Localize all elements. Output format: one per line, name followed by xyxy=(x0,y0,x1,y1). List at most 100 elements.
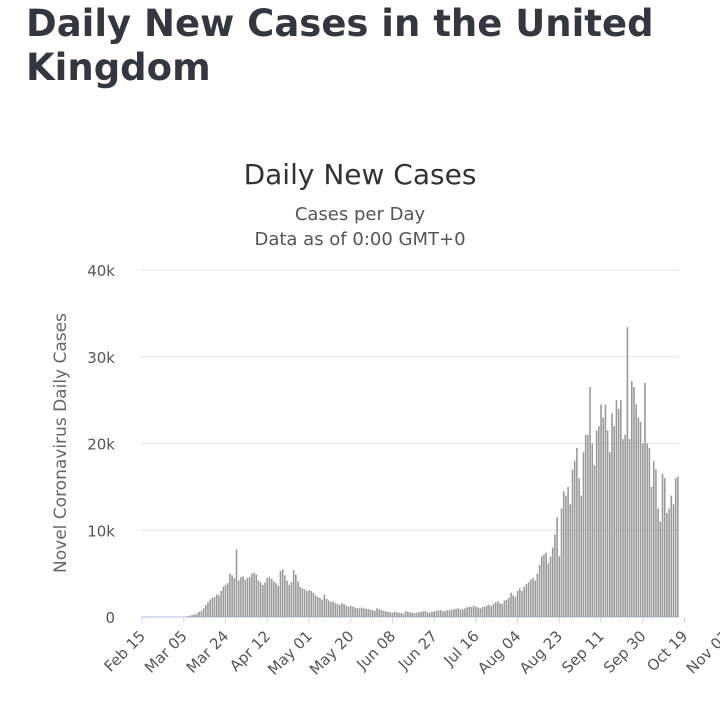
bar xyxy=(466,607,468,617)
bar xyxy=(488,604,490,617)
bar xyxy=(367,609,370,617)
bar xyxy=(215,594,218,617)
bar xyxy=(615,400,618,618)
bar xyxy=(589,387,591,617)
bar xyxy=(435,610,438,617)
bar xyxy=(369,609,372,617)
bar xyxy=(334,603,337,617)
x-tick-label: Oct 19 xyxy=(643,627,691,675)
x-tick-label: Jun 27 xyxy=(394,627,441,674)
bar xyxy=(677,476,679,617)
bar xyxy=(404,611,407,617)
bar xyxy=(330,602,332,617)
bar xyxy=(554,534,556,617)
bar xyxy=(512,595,514,617)
bar xyxy=(609,452,611,617)
bar xyxy=(266,577,269,617)
bar xyxy=(349,605,352,617)
bar xyxy=(194,614,196,617)
bar xyxy=(497,601,499,617)
bar xyxy=(321,599,323,617)
bar xyxy=(433,611,435,617)
bar xyxy=(490,606,493,617)
bar xyxy=(325,598,328,617)
bar xyxy=(420,611,422,617)
x-tick-label: Aug 04 xyxy=(474,627,524,677)
bar xyxy=(492,603,495,617)
bar xyxy=(617,408,620,617)
bar xyxy=(453,609,455,617)
bar xyxy=(600,404,602,617)
bar xyxy=(303,589,306,617)
bar xyxy=(587,434,589,617)
bar xyxy=(218,595,220,617)
bar xyxy=(573,460,576,617)
bar xyxy=(529,579,532,617)
bar xyxy=(277,585,280,617)
bar xyxy=(396,612,398,617)
bar xyxy=(259,582,262,617)
bar xyxy=(358,608,361,617)
bar xyxy=(510,592,512,617)
bar xyxy=(461,609,464,617)
bar xyxy=(417,612,420,617)
bar xyxy=(400,613,403,617)
bar xyxy=(393,611,396,617)
bar xyxy=(551,547,554,617)
bar xyxy=(626,327,629,617)
bar xyxy=(657,508,659,617)
bar xyxy=(439,610,442,617)
y-tick-label: 0 xyxy=(105,609,115,627)
bar xyxy=(499,603,501,617)
bar xyxy=(576,447,578,617)
bar xyxy=(655,469,657,617)
bar xyxy=(237,580,240,617)
chart-data-date: Data as of 0:00 GMT+0 xyxy=(254,229,465,250)
bar xyxy=(457,608,460,617)
bar xyxy=(211,597,214,617)
bar xyxy=(668,508,670,617)
bar xyxy=(486,605,488,617)
bar xyxy=(424,610,427,617)
bar xyxy=(470,607,473,617)
bar xyxy=(209,599,211,617)
bar xyxy=(508,597,510,617)
page-title: Daily New Cases in the United Kingdom xyxy=(26,2,654,89)
bar xyxy=(639,421,642,617)
bar xyxy=(620,400,622,618)
x-tick-label: May 20 xyxy=(306,627,358,679)
bar xyxy=(213,597,216,617)
bar xyxy=(244,579,247,617)
x-tick-label: Mar 24 xyxy=(183,627,233,677)
bar xyxy=(314,595,317,617)
bar xyxy=(264,582,266,617)
y-tick-label: 30k xyxy=(87,349,115,367)
bar xyxy=(356,607,359,617)
bar xyxy=(306,590,308,617)
bar xyxy=(354,607,356,617)
bar xyxy=(290,582,293,617)
bar xyxy=(437,610,440,617)
bar xyxy=(494,602,497,617)
bar xyxy=(477,607,479,617)
bar xyxy=(273,581,275,617)
bar xyxy=(650,486,653,618)
bar xyxy=(532,577,534,617)
bar xyxy=(558,556,561,617)
bar xyxy=(391,612,394,617)
bar xyxy=(549,556,552,617)
bar xyxy=(220,590,222,617)
bar xyxy=(240,577,242,617)
bar xyxy=(578,478,580,617)
bar xyxy=(299,586,301,617)
bar xyxy=(565,495,567,617)
bar xyxy=(538,564,541,617)
bar xyxy=(204,604,207,617)
chart-title: Daily New Cases xyxy=(244,158,477,191)
bar xyxy=(595,430,598,617)
y-tick-label: 10k xyxy=(87,522,115,540)
bar xyxy=(284,575,286,617)
bar xyxy=(663,478,666,617)
bar xyxy=(602,417,605,617)
